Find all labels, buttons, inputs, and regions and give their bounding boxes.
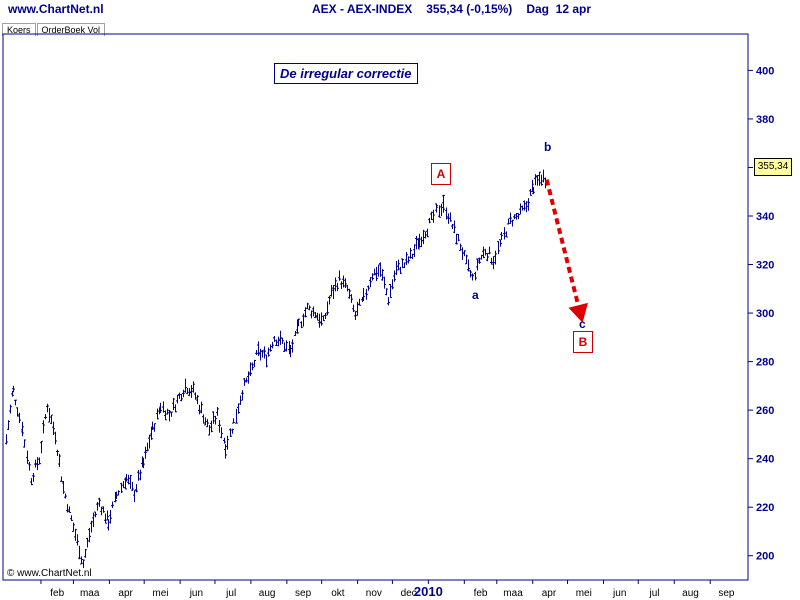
instrument-header: AEX - AEX-INDEX 355,34 (-0,15%) Dag 12 apr: [312, 2, 605, 16]
y-tick-label: 400: [756, 65, 774, 77]
y-tick-label: 220: [756, 502, 774, 514]
wave-label-a: a: [472, 288, 479, 302]
y-tick-label: 280: [756, 357, 774, 369]
y-tick-label: 380: [756, 114, 774, 126]
y-tick-label: 320: [756, 260, 774, 272]
x-tick-label: feb: [50, 588, 64, 599]
x-tick-label: feb: [474, 588, 488, 599]
x-tick-label: apr: [542, 588, 557, 599]
wave-label-c: c: [579, 317, 586, 331]
x-tick-label: sep: [718, 588, 735, 599]
y-tick-label: 260: [756, 405, 774, 417]
x-tick-label: jul: [225, 588, 236, 599]
y-tick-label: 200: [756, 551, 774, 563]
tab-koers[interactable]: Koers: [2, 23, 36, 36]
wave-label-b: b: [544, 140, 552, 154]
y-tick-label: 300: [756, 308, 774, 320]
x-tick-label: aug: [259, 588, 276, 599]
x-tick-label: sep: [295, 588, 312, 599]
x-tick-label: maa: [80, 588, 100, 599]
projection-arrowhead: [568, 302, 588, 323]
x-tick-label: 2010: [414, 584, 443, 599]
panel-tabs: Koers OrderBoek Vol: [2, 20, 106, 36]
x-tick-label: jun: [189, 588, 203, 599]
symbol-label: AEX - AEX-INDEX: [312, 2, 413, 16]
wave-box-b: B: [573, 331, 593, 353]
y-tick-label: 340: [756, 211, 774, 223]
quote-label: 355,34 (-0,15%): [426, 2, 513, 16]
annotation-title: De irregular correctie: [274, 63, 418, 84]
x-tick-label: apr: [118, 588, 133, 599]
x-tick-label: mei: [576, 588, 592, 599]
x-tick-label: mei: [152, 588, 168, 599]
copyright-label: © www.ChartNet.nl: [7, 568, 92, 579]
x-tick-label: nov: [366, 588, 382, 599]
last-value-badge: 355,34: [754, 158, 792, 176]
plot-frame: [2, 33, 749, 581]
x-tick-label: maa: [503, 588, 523, 599]
x-tick-label: okt: [331, 588, 345, 599]
projection-line: [544, 179, 581, 306]
period-label: Dag 12 apr: [526, 2, 592, 16]
x-tick-label: jul: [649, 588, 660, 599]
y-tick-label: 240: [756, 454, 774, 466]
x-tick-label: dec: [401, 588, 417, 599]
wave-box-a: A: [431, 163, 451, 185]
x-tick-label: aug: [682, 588, 699, 599]
x-tick-label: jun: [612, 588, 626, 599]
site-title[interactable]: www.ChartNet.nl: [8, 2, 104, 16]
tab-orderboek-vol[interactable]: OrderBoek Vol: [36, 23, 106, 36]
